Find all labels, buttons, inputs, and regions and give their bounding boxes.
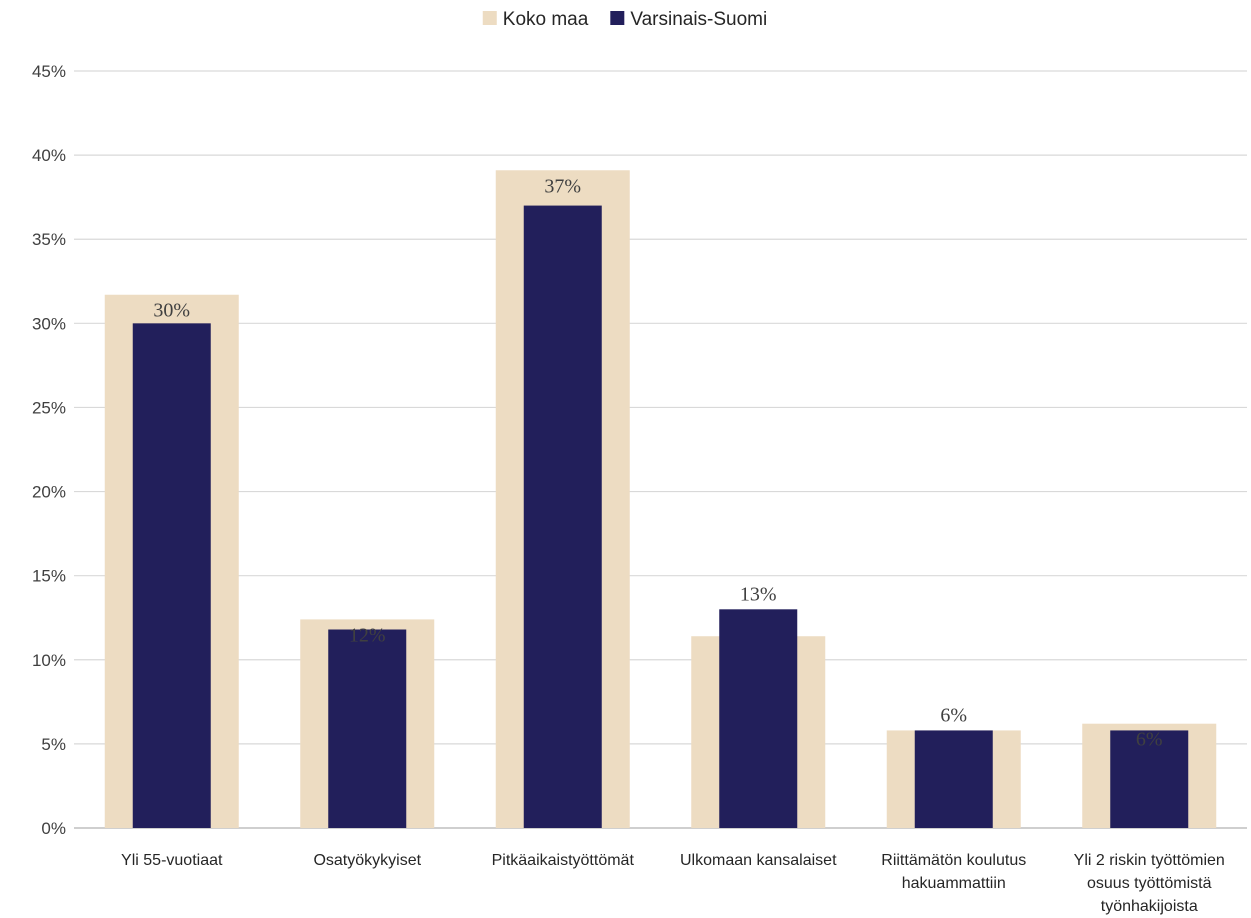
gridlines [74, 70, 1247, 829]
x-tick-label: Osatyökykyiset [313, 852, 421, 869]
y-tick-label: 15% [32, 567, 66, 586]
legend-swatch [482, 11, 497, 25]
x-tick-label: hakuammattiin [902, 875, 1006, 892]
data-label: 37% [544, 175, 581, 197]
y-tick-label: 10% [32, 651, 66, 670]
bar-varsinais-suomi [914, 730, 993, 828]
y-tick-label: 35% [32, 230, 66, 249]
x-tick-label: Riittämätön koulutus [881, 852, 1026, 869]
series-koko-maa [104, 170, 1217, 829]
data-label: 30% [153, 300, 190, 322]
y-tick-label: 25% [32, 398, 66, 417]
data-label: 12% [349, 624, 386, 646]
y-axis: 0% 5% 10% 15% 20% 25% 30% 35% 40% 45% [32, 62, 66, 838]
data-labels: 30% 12% 37% 13% 6% 6% [153, 175, 1162, 750]
bar-varsinais-suomi [523, 205, 602, 829]
bar-varsinais-suomi [719, 609, 798, 828]
legend-label: Varsinais-Suomi [630, 9, 767, 30]
x-axis: Yli 55-vuotiaat Osatyökykyiset Pitkäaikais… [121, 852, 1225, 915]
y-tick-label: 30% [32, 314, 66, 333]
x-tick-label: osuus työttömistä [1087, 875, 1212, 892]
bar-varsinais-suomi [328, 629, 407, 828]
x-tick-label: Ulkomaan kansalaiset [680, 852, 837, 869]
legend-label: Koko maa [503, 9, 589, 30]
x-tick-label: työnhakijoista [1101, 898, 1198, 915]
bar-varsinais-suomi [132, 323, 211, 828]
legend-swatch [610, 11, 625, 25]
y-tick-label: 40% [32, 146, 66, 165]
bar-varsinais-suomi [1110, 730, 1189, 828]
data-label: 6% [1136, 729, 1163, 751]
x-tick-label: Yli 2 riskin työttömien [1074, 852, 1225, 869]
y-tick-label: 5% [41, 735, 66, 754]
data-label: 6% [940, 704, 967, 726]
series-varsinais-suomi [132, 205, 1189, 829]
y-tick-label: 0% [41, 819, 66, 838]
data-label: 13% [740, 583, 777, 605]
y-tick-label: 20% [32, 483, 66, 502]
x-tick-label: Yli 55-vuotiaat [121, 852, 223, 869]
x-tick-label: Pitkäaikaistyöttömät [492, 852, 635, 869]
legend: Koko maa Varsinais-Suomi [482, 9, 767, 30]
y-tick-label: 45% [32, 62, 66, 81]
